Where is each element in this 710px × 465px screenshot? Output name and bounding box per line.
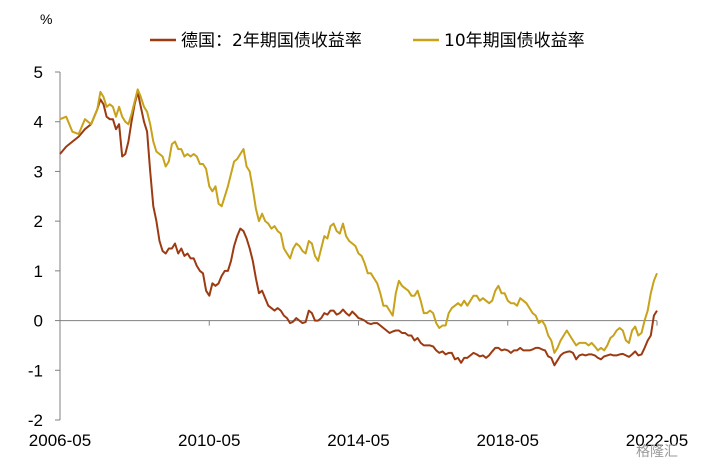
y-tick-label: -2 <box>28 411 43 430</box>
y-tick-label: 3 <box>34 162 43 181</box>
x-tick-label: 2006-05 <box>29 431 91 450</box>
x-tick-label: 2014-05 <box>327 431 389 450</box>
x-tick-label: 2010-05 <box>178 431 240 450</box>
series-layer <box>59 88 658 367</box>
legend: 德国：2年期国债收益率 10年期国债收益率 <box>150 31 585 51</box>
y-tick-label: 2 <box>34 212 43 231</box>
y-tick-label: 4 <box>34 113 43 132</box>
series-line-de2y <box>59 90 658 367</box>
legend-label-de2y: 德国：2年期国债收益率 <box>181 31 362 51</box>
x-tick-label: 2022-05 <box>626 431 688 450</box>
y-tick-label: 0 <box>34 312 43 331</box>
y-tick-label: 1 <box>34 262 43 281</box>
x-tick-label: 2018-05 <box>477 431 539 450</box>
legend-label-10y: 10年期国债收益率 <box>444 31 585 51</box>
y-tick-label: 5 <box>34 63 43 82</box>
series-line-10y <box>59 88 658 354</box>
y-tick-label: -1 <box>28 361 43 380</box>
watermark: 格隆汇 <box>636 444 678 460</box>
y-unit-label: % <box>40 11 52 27</box>
axes: -2 -1 0 1 2 3 4 5 2006-05 2010-05 2014-05 2018-05 20… <box>28 63 688 450</box>
